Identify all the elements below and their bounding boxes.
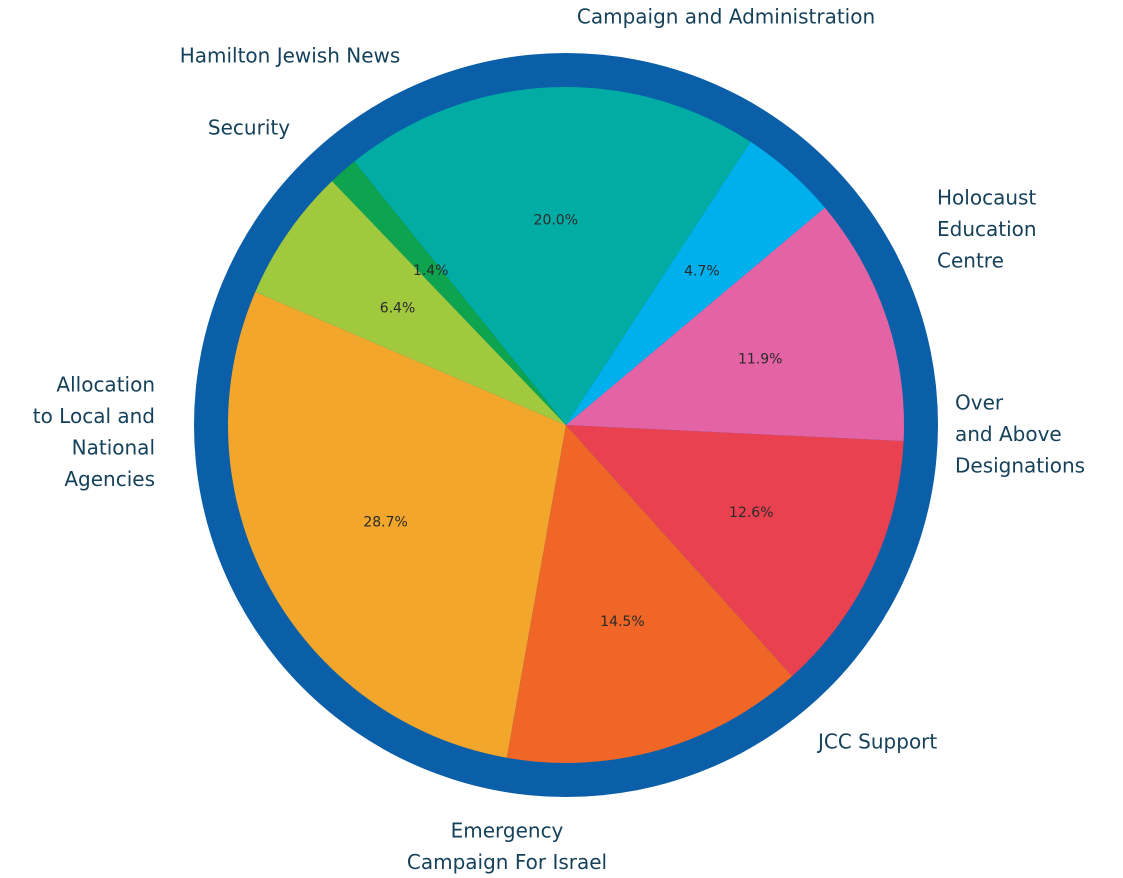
category-label-line: Security	[208, 116, 290, 140]
category-label-line: to Local and	[33, 404, 155, 428]
pie-slice-3	[566, 207, 905, 442]
pie-slice-2	[566, 425, 904, 677]
slice-percentage-label: 11.9%	[738, 351, 782, 367]
category-label-line: Allocation	[56, 373, 155, 397]
slice-percentage-label: 6.4%	[380, 300, 416, 316]
category-label-line: Hamilton Jewish News	[180, 44, 401, 68]
category-label-line: Over	[955, 391, 1004, 415]
slice-category-label: Allocation to Local and National Agencies	[33, 373, 155, 492]
category-label-line: Campaign For Israel	[407, 850, 607, 874]
pie-slice-6	[332, 161, 566, 425]
slice-category-label: Security	[208, 116, 290, 140]
slice-percentage-label: 20.0%	[534, 212, 578, 228]
category-label-line: Designations	[955, 454, 1085, 478]
slice-category-label: Over and Above Designations	[955, 391, 1085, 478]
category-label-line: National	[72, 436, 155, 460]
category-label-line: Holocaust	[937, 186, 1036, 210]
slice-category-label: Campaign and Administration	[577, 5, 875, 29]
category-label-line: and Above	[955, 422, 1062, 446]
category-label-line: Centre	[937, 249, 1004, 273]
slice-percentage-label: 28.7%	[363, 514, 407, 530]
category-labels: Allocation to Local and National Agencies Em…	[33, 5, 1085, 875]
category-label-line: Education	[937, 217, 1037, 241]
slice-percentage-label: 14.5%	[600, 614, 644, 630]
slice-category-label: Emergency Campaign For Israel	[407, 819, 607, 875]
slice-percentage-label: 4.7%	[684, 264, 720, 280]
pie-slice-0	[227, 291, 566, 758]
slice-percentage-label: 1.4%	[413, 263, 449, 279]
category-label-line: Agencies	[64, 467, 155, 491]
category-label-line: Emergency	[451, 819, 564, 843]
pie-slice-5	[354, 87, 751, 426]
percentage-labels: 28.7% 14.5% 12.6% 11.9% 4.7% 20.0% 1.4% 6.4%	[363, 212, 782, 630]
pie-slice-4	[566, 141, 825, 426]
slice-percentage-label: 12.6%	[729, 505, 773, 521]
category-label-line: Campaign and Administration	[577, 5, 875, 29]
slice-category-label: JCC Support	[816, 730, 937, 754]
pie-slices	[227, 87, 905, 764]
category-label-line: JCC Support	[816, 730, 937, 754]
slice-category-label: Holocaust Education Centre	[937, 186, 1037, 273]
pie-slice-7	[255, 181, 566, 425]
pie-slice-1	[506, 425, 793, 764]
slice-category-label: Hamilton Jewish News	[180, 44, 401, 68]
